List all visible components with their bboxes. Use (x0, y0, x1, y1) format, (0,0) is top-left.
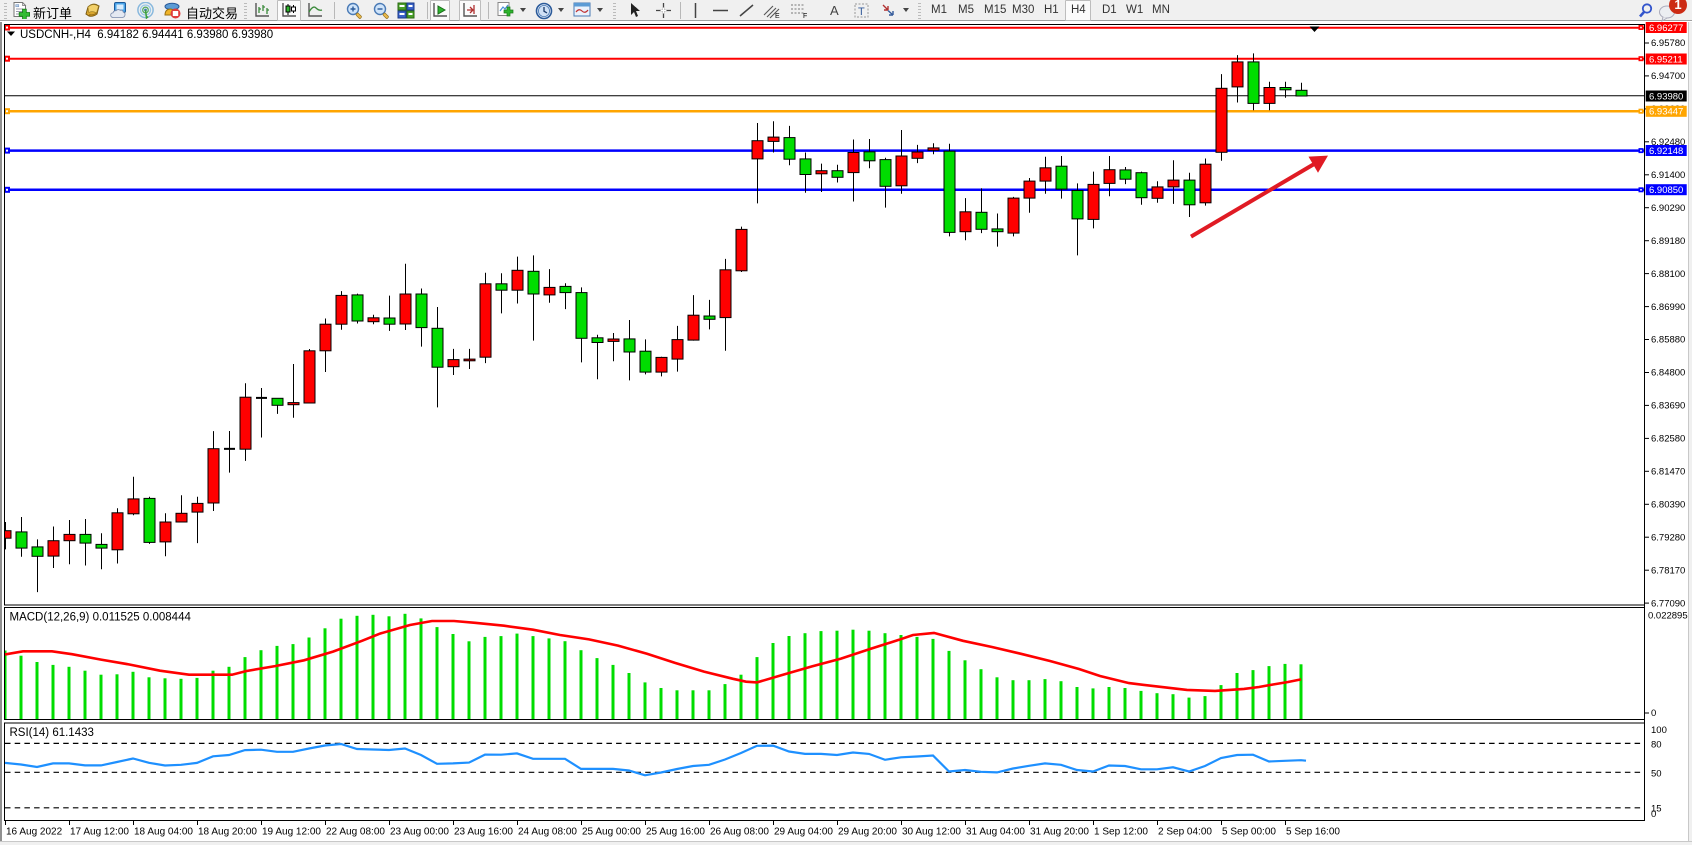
svg-text:25 Aug 16:00: 25 Aug 16:00 (646, 827, 705, 838)
svg-text:19 Aug 12:00: 19 Aug 12:00 (262, 827, 321, 838)
svg-text:MACD(12,26,9) 0.011525 0.00844: MACD(12,26,9) 0.011525 0.008444 (10, 612, 192, 624)
svg-text:5 Sep 00:00: 5 Sep 00:00 (1222, 827, 1276, 838)
svg-text:6.90850: 6.90850 (1649, 185, 1683, 196)
svg-text:1 Sep 12:00: 1 Sep 12:00 (1094, 827, 1148, 838)
svg-text:2 Sep 04:00: 2 Sep 04:00 (1158, 827, 1212, 838)
svg-text:6.94700: 6.94700 (1651, 71, 1685, 82)
svg-text:0.022895: 0.022895 (1648, 611, 1688, 622)
svg-text:18 Aug 20:00: 18 Aug 20:00 (198, 827, 257, 838)
svg-text:6.77090: 6.77090 (1651, 598, 1685, 609)
svg-text:6.96277: 6.96277 (1649, 23, 1683, 34)
svg-text:5 Sep 16:00: 5 Sep 16:00 (1286, 827, 1340, 838)
svg-text:6.88100: 6.88100 (1651, 269, 1685, 280)
svg-text:22 Aug 08:00: 22 Aug 08:00 (326, 827, 385, 838)
svg-text:6.80390: 6.80390 (1651, 500, 1685, 511)
svg-text:6.89180: 6.89180 (1651, 236, 1685, 247)
svg-text:0: 0 (1651, 708, 1656, 719)
svg-text:6.92480: 6.92480 (1651, 137, 1685, 148)
svg-text:6.84800: 6.84800 (1651, 368, 1685, 379)
svg-text:24 Aug 08:00: 24 Aug 08:00 (518, 827, 577, 838)
svg-text:26 Aug 08:00: 26 Aug 08:00 (710, 827, 769, 838)
svg-text:23 Aug 00:00: 23 Aug 00:00 (390, 827, 449, 838)
svg-text:15: 15 (1651, 803, 1662, 814)
svg-text:17 Aug 12:00: 17 Aug 12:00 (70, 827, 129, 838)
svg-text:31 Aug 20:00: 31 Aug 20:00 (1030, 827, 1089, 838)
svg-text:30 Aug 12:00: 30 Aug 12:00 (902, 827, 961, 838)
svg-text:6.86990: 6.86990 (1651, 302, 1685, 313)
svg-text:6.90290: 6.90290 (1651, 203, 1685, 214)
svg-text:6.93447: 6.93447 (1649, 107, 1683, 118)
svg-text:6.85880: 6.85880 (1651, 335, 1685, 346)
svg-text:16 Aug 2022: 16 Aug 2022 (6, 827, 63, 838)
svg-text:E: E (775, 13, 780, 19)
svg-text:6.91400: 6.91400 (1651, 170, 1685, 181)
svg-text:F: F (803, 13, 807, 19)
svg-text:29 Aug 04:00: 29 Aug 04:00 (774, 827, 833, 838)
svg-text:6.78170: 6.78170 (1651, 565, 1685, 576)
svg-text:50: 50 (1651, 768, 1662, 779)
svg-text:6.79280: 6.79280 (1651, 532, 1685, 543)
svg-text:6.82580: 6.82580 (1651, 434, 1685, 445)
svg-text:31 Aug 04:00: 31 Aug 04:00 (966, 827, 1025, 838)
svg-text:6.95211: 6.95211 (1649, 54, 1683, 65)
svg-text:6.83690: 6.83690 (1651, 401, 1685, 412)
svg-text:29 Aug 20:00: 29 Aug 20:00 (838, 827, 897, 838)
svg-text:25 Aug 00:00: 25 Aug 00:00 (582, 827, 641, 838)
svg-text:100: 100 (1651, 725, 1667, 736)
svg-text:A: A (830, 3, 839, 18)
svg-text:80: 80 (1651, 739, 1662, 750)
svg-text:23 Aug 16:00: 23 Aug 16:00 (454, 827, 513, 838)
svg-text:6.92148: 6.92148 (1649, 146, 1683, 157)
svg-text:USDCNH-,H4 6.94182 6.94441 6.: USDCNH-,H4 6.94182 6.94441 6.93980 6.939… (20, 29, 273, 41)
svg-text:T: T (858, 6, 865, 18)
svg-text:6.95780: 6.95780 (1651, 38, 1685, 49)
svg-text:18 Aug 04:00: 18 Aug 04:00 (134, 827, 193, 838)
svg-text:0: 0 (1651, 809, 1656, 820)
svg-text:RSI(14) 61.1433: RSI(14) 61.1433 (10, 727, 94, 739)
svg-text:6.93980: 6.93980 (1649, 91, 1683, 102)
svg-text:6.81470: 6.81470 (1651, 467, 1685, 478)
